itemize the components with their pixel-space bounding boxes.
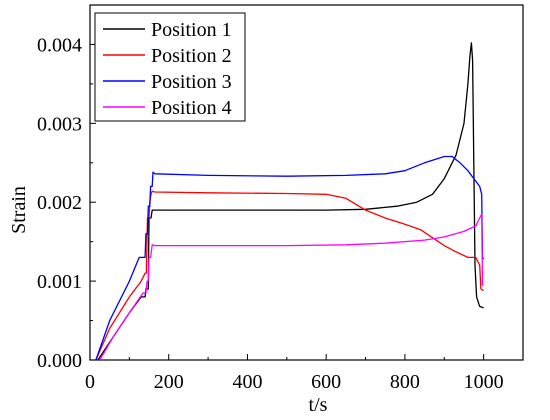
legend-label-3: Position 3 <box>151 71 232 93</box>
y-tick-label: 0.000 <box>37 350 82 372</box>
legend: Position 1 Position 2 Position 3 Position 4 <box>94 12 246 122</box>
series-layer <box>95 42 485 361</box>
x-tick-label: 800 <box>390 371 420 393</box>
legend-label-4: Position 4 <box>151 97 232 119</box>
x-tick-label: 200 <box>154 371 184 393</box>
y-axis-label: Strain <box>8 186 30 234</box>
legend-label-1: Position 1 <box>151 19 232 41</box>
plot-area <box>89 4 524 361</box>
x-tick-label: 1000 <box>464 371 504 393</box>
series-line-3 <box>95 155 485 361</box>
axes-layer: 0 200 400 600 800 1000 0.000 0.001 0.002 0.003 0.0… <box>37 34 504 393</box>
y-tick-label: 0.003 <box>37 113 82 135</box>
x-tick-label: 0 <box>85 371 95 393</box>
legend-box <box>94 12 246 122</box>
plot-frame <box>89 4 524 361</box>
y-tick-label: 0.001 <box>37 271 82 293</box>
y-tick-label: 0.004 <box>37 34 82 56</box>
y-tick-label: 0.002 <box>37 192 82 214</box>
x-axis-label: t/s <box>309 394 328 416</box>
series-line-4 <box>99 213 484 361</box>
legend-label-2: Position 2 <box>151 45 232 67</box>
x-tick-label: 400 <box>232 371 262 393</box>
x-tick-label: 600 <box>311 371 341 393</box>
series-line-2 <box>95 190 484 361</box>
